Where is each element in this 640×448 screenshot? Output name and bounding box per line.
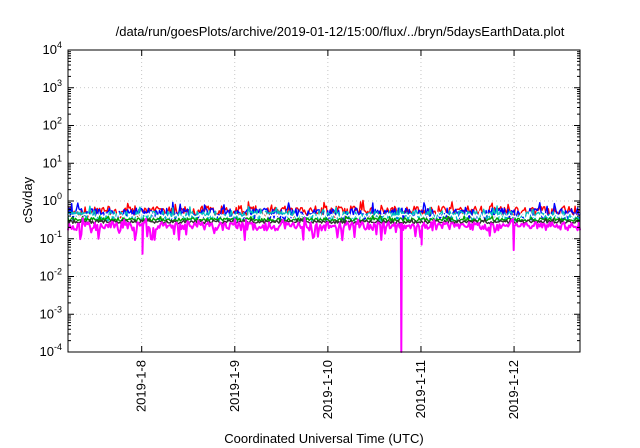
series-layer: [67, 199, 581, 353]
x-tick-label: 2019-1-8: [134, 360, 149, 412]
x-tick-label: 2019-1-11: [413, 360, 428, 418]
grid: [68, 50, 580, 352]
series-line-6: [67, 216, 581, 353]
y-tick-label: 10-3: [40, 304, 62, 321]
x-tick-label: 2019-1-12: [506, 360, 521, 419]
y-tick-label: 101: [43, 153, 62, 170]
y-tick-label: 10-2: [40, 267, 62, 284]
ticks: [68, 49, 580, 353]
y-tick-label: 100: [43, 191, 62, 208]
x-tick-label: 2019-1-10: [320, 360, 335, 419]
x-axis-label: Coordinated Universal Time (UTC): [224, 431, 423, 446]
series-line-0: [67, 199, 581, 219]
chart-title: /data/run/goesPlots/archive/2019-01-12/1…: [116, 24, 565, 39]
tick-labels: 10-4 10-3 10-2 10-1 100 101 102 103 104 2019-1-8 2…: [40, 40, 522, 419]
series-line-5: [67, 217, 580, 225]
y-tick-label: 10-4: [40, 342, 62, 359]
y-tick-label: 10-1: [40, 229, 62, 246]
x-tick-label: 2019-1-9: [227, 360, 242, 412]
y-tick-label: 104: [43, 40, 62, 57]
y-tick-label: 102: [43, 116, 62, 133]
series-line-2: [67, 205, 581, 222]
y-tick-label: 103: [43, 78, 62, 95]
y-axis-label: cSv/day: [20, 176, 35, 223]
